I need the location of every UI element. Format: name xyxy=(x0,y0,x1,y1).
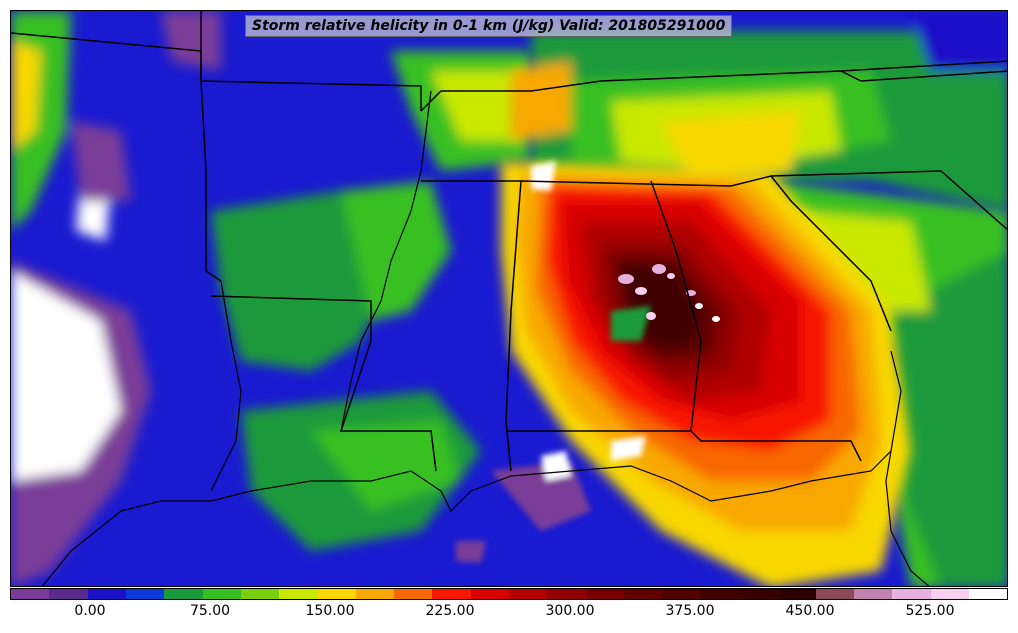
colorbar-swatch xyxy=(49,589,88,599)
colorbar-swatch xyxy=(509,589,548,599)
field-core xyxy=(501,161,911,586)
colorbar-tick-label: 300.00 xyxy=(545,603,595,619)
helicity-field-svg xyxy=(11,11,1007,586)
colorbar-swatch xyxy=(624,589,663,599)
colorbar-swatch xyxy=(470,589,510,599)
colorbar-swatch xyxy=(892,589,931,599)
colorbar-swatch xyxy=(662,589,701,599)
colorbar-swatch xyxy=(815,589,854,599)
colorbar-swatch xyxy=(394,589,433,599)
colorbar-tick-row: 0.00 75.00 150.00 225.00 300.00 375.00 450.00 5… xyxy=(10,600,1008,630)
colorbar-swatch xyxy=(853,589,893,599)
colorbar-swatch xyxy=(202,589,241,599)
field-west xyxy=(11,11,221,586)
colorbar-swatch xyxy=(968,589,1008,599)
colorbar-tick-label: 225.00 xyxy=(425,603,475,619)
colorbar-swatch xyxy=(125,589,165,599)
colorbar-swatch xyxy=(700,589,739,599)
colorbar-tick-label: 150.00 xyxy=(305,603,355,619)
colorbar-swatch xyxy=(164,589,203,599)
colorbar-tick-label: 450.00 xyxy=(785,603,835,619)
field-maxima xyxy=(618,264,720,322)
colorbar-swatch xyxy=(777,589,816,599)
colorbar-tick-label: 0.00 xyxy=(74,603,106,619)
colorbar-swatch xyxy=(11,589,50,599)
colorbar-swatch xyxy=(738,589,778,599)
colorbar-tick-label: 375.00 xyxy=(665,603,715,619)
colorbar-swatch xyxy=(279,589,318,599)
state-boundaries xyxy=(11,11,1007,472)
colorbar-swatch xyxy=(585,589,624,599)
colorbar-swatch xyxy=(355,589,395,599)
colorbar-swatch xyxy=(930,589,969,599)
coastlines xyxy=(41,90,930,586)
colorbar-tick-label: 525.00 xyxy=(905,603,955,619)
map-title: Storm relative helicity in 0-1 km (J/kg)… xyxy=(245,15,733,37)
field-gulf xyxy=(456,161,651,563)
colorbar-swatch xyxy=(547,589,586,599)
colorbar-tick-label: 75.00 xyxy=(189,603,231,619)
colorbar xyxy=(10,588,1008,600)
field-northeast xyxy=(511,11,1007,211)
helicity-map xyxy=(10,10,1008,587)
colorbar-swatch xyxy=(317,589,356,599)
colorbar-swatch xyxy=(240,589,280,599)
colorbar-swatch xyxy=(87,589,126,599)
colorbar-swatch xyxy=(432,589,471,599)
